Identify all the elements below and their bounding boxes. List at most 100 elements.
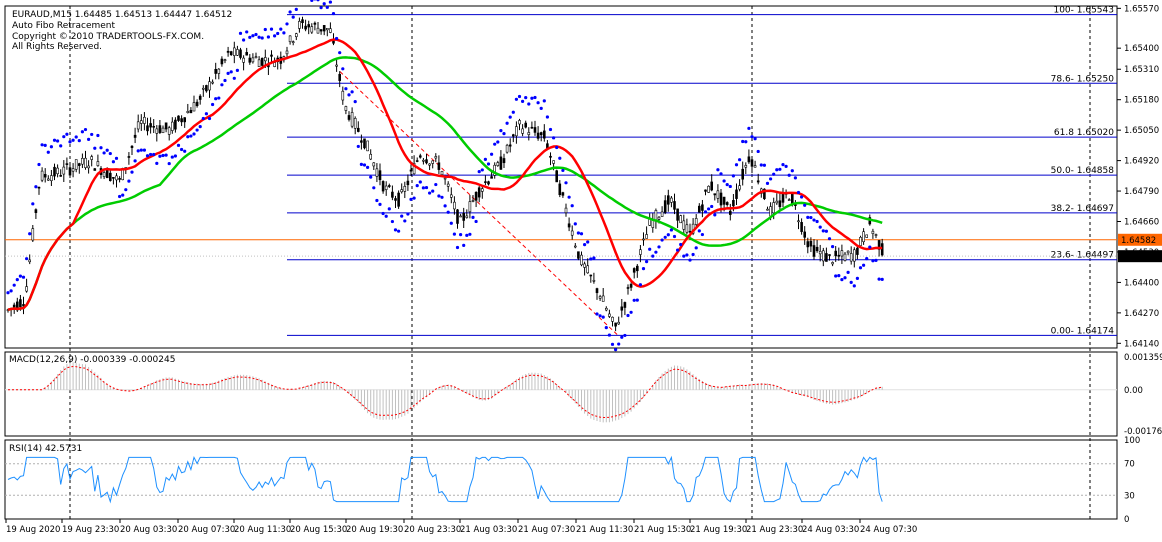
candle-body (601, 295, 605, 302)
main-panel (4, 5, 1118, 349)
sar-dot (369, 175, 373, 179)
candle-body (852, 249, 856, 262)
sar-dot (195, 128, 199, 132)
candle-body (803, 231, 807, 238)
time-tick-label: 21 Aug 23:30 (746, 525, 803, 535)
candle-body (136, 121, 140, 130)
sar-dot (483, 157, 487, 161)
sar-dot (319, 6, 323, 10)
candle-body (96, 161, 100, 166)
sar-dot (291, 15, 295, 19)
time-tick-label: 20 Aug 19:30 (346, 525, 403, 535)
candle-body (471, 200, 475, 202)
sar-dot (158, 154, 162, 158)
candle-body (431, 160, 435, 164)
sar-dot (651, 254, 655, 258)
sar-dot (868, 245, 872, 249)
candle-body (874, 234, 878, 236)
sar-dot (325, 5, 329, 9)
candle-body (809, 240, 813, 247)
candle-body (202, 87, 205, 90)
candle-body (155, 128, 159, 134)
candle-body (211, 81, 214, 84)
sar-dot (660, 238, 664, 242)
candle-body (812, 245, 816, 257)
time-tick-label: 20 Aug 07:30 (178, 525, 235, 535)
candle-body (558, 183, 562, 196)
candle-body (183, 117, 186, 123)
sar-dot (114, 156, 119, 160)
sar-dot (697, 229, 701, 233)
candle-body (260, 57, 264, 66)
candle-body (573, 245, 577, 248)
sar-dot (52, 138, 57, 142)
candle-body (716, 190, 720, 199)
candle-body (53, 166, 56, 177)
candle-body (25, 286, 28, 292)
candle-body (372, 162, 376, 167)
sar-dot (431, 189, 435, 193)
candle-body (440, 171, 444, 175)
sar-dot (111, 160, 115, 164)
sar-dot (719, 172, 723, 176)
candle-body (56, 167, 59, 175)
candle-body (561, 192, 565, 196)
sar-dot (474, 219, 478, 224)
candle-body (325, 28, 329, 31)
candle-body (744, 165, 748, 168)
candle-body (657, 216, 661, 220)
candle-body (84, 157, 87, 168)
sar-dot (452, 232, 456, 236)
time-tick-label: 21 Aug 07:30 (518, 525, 575, 535)
candle-body (666, 195, 670, 205)
sar-dot (139, 148, 143, 152)
price-tick-label: 1.65310 (1124, 65, 1159, 75)
sar-dot (874, 258, 878, 262)
candle-body (205, 85, 208, 92)
sar-dot (716, 168, 720, 172)
candle-body (834, 250, 838, 257)
sar-dot (118, 194, 122, 199)
candle-body (254, 56, 258, 59)
candle-body (50, 175, 53, 181)
sar-dot (632, 298, 636, 302)
sar-dot (80, 130, 84, 134)
time-tick-label: 24 Aug 07:30 (860, 525, 917, 535)
sar-dot (279, 27, 283, 31)
sar-dot (108, 151, 112, 156)
sar-dot (418, 180, 422, 184)
candle-body (322, 25, 326, 32)
candle-body (251, 57, 255, 63)
sar-dot (152, 152, 156, 157)
sar-dot (31, 202, 35, 206)
sar-dot (366, 165, 370, 169)
candle-body (291, 41, 295, 43)
candle-body (43, 174, 47, 178)
candle-body (642, 238, 645, 241)
sar-dot (815, 219, 819, 224)
candle-body (521, 128, 524, 134)
candle-body (694, 218, 698, 225)
candle-body (508, 144, 512, 147)
time-tick-label: 19 Aug 23:30 (62, 525, 119, 535)
candle-body (515, 126, 518, 137)
sar-dot (344, 87, 348, 91)
candle-body (223, 59, 227, 62)
candle-body (78, 163, 81, 166)
candle-body (775, 200, 779, 204)
candle-body (37, 186, 41, 189)
sar-dot (124, 188, 128, 192)
candle-body (353, 118, 357, 129)
fibo-level-label: 38.2- 1.64697 (1051, 204, 1114, 214)
sar-dot (40, 143, 44, 147)
sar-dot (641, 267, 646, 271)
sar-dot (496, 140, 500, 144)
candle-body (81, 158, 84, 165)
sar-dot (539, 106, 543, 110)
sar-dot (607, 333, 612, 337)
candle-body (115, 175, 118, 181)
sar-dot (793, 176, 798, 180)
sar-dot (437, 194, 441, 198)
sar-dot (648, 247, 652, 251)
